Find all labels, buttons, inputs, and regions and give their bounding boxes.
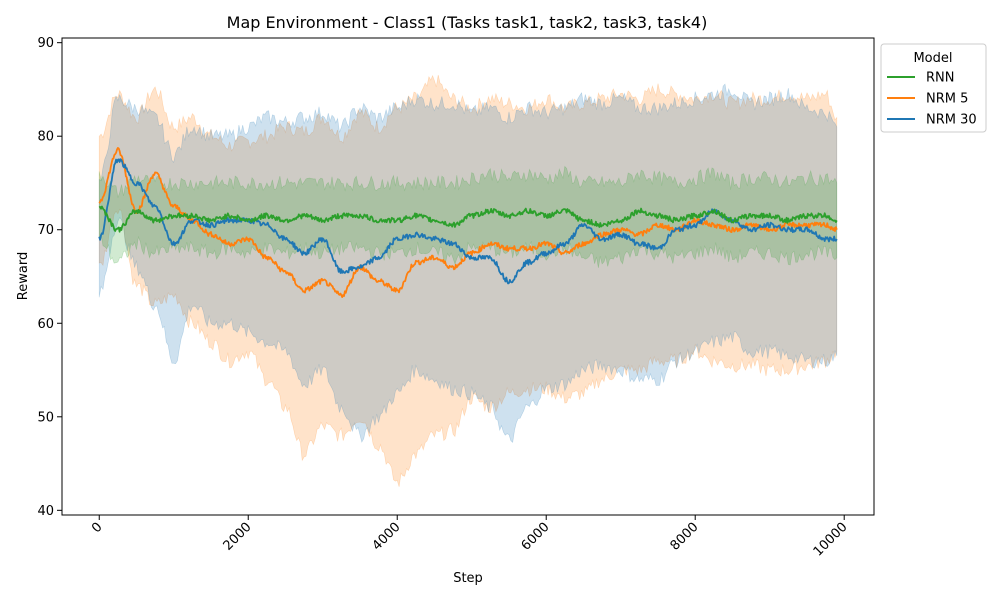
- band-nrm-30: [98, 83, 838, 444]
- legend-items: RNN NRM 5 NRM 30: [887, 71, 977, 128]
- y-axis-ticks: 40 50 60 70 80 90: [37, 36, 62, 519]
- x-axis-label: Step: [453, 571, 483, 586]
- legend-box: [880, 43, 987, 133]
- y-tick-label: 70: [37, 223, 54, 238]
- y-tick-label: 50: [37, 410, 54, 425]
- legend-title: Model: [913, 51, 952, 66]
- y-tick-label: 60: [37, 317, 54, 332]
- y-tick-label: 90: [37, 36, 54, 51]
- legend-label: RNN: [926, 71, 954, 86]
- series-lines: [98, 147, 838, 298]
- legend-label: NRM 5: [926, 92, 968, 107]
- legend: Model RNN NRM 5 NRM 30: [880, 43, 987, 133]
- chart-title: Map Environment - Class1 (Tasks task1, t…: [227, 13, 708, 32]
- band-nrm-5: [98, 74, 838, 487]
- confidence-bands: [98, 74, 838, 487]
- legend-label: NRM 30: [926, 113, 977, 128]
- band-rnn: [98, 165, 838, 268]
- line-nrm-5: [98, 147, 838, 298]
- plot-area-frame: [61, 37, 875, 516]
- y-axis-label: Reward: [16, 252, 31, 300]
- line-rnn: [98, 205, 838, 233]
- y-tick-label: 80: [37, 130, 54, 145]
- y-tick-label: 40: [37, 504, 54, 519]
